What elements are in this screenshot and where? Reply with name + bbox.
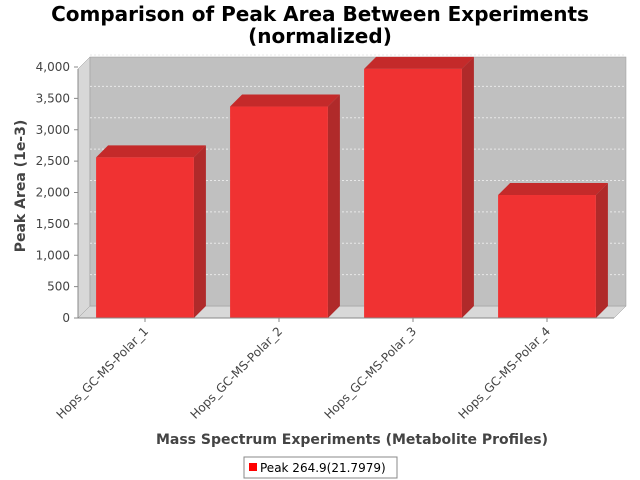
bar-front-face <box>96 157 194 318</box>
chart-title-line1: Comparison of Peak Area Between Experime… <box>51 2 589 26</box>
y-tick-label: 3,000 <box>36 123 70 137</box>
y-tick-label: 1,500 <box>36 217 70 231</box>
bar-top-face <box>364 56 474 69</box>
bar-side-face <box>461 56 474 318</box>
bar <box>230 94 340 318</box>
y-tick-label: 4,000 <box>36 60 70 74</box>
x-tick-label: Hops_GC-MS-Polar_2 <box>188 324 286 422</box>
x-axis-label: Mass Spectrum Experiments (Metabolite Pr… <box>156 432 548 448</box>
y-tick-label: 1,000 <box>36 248 70 262</box>
bar-top-face <box>96 145 206 158</box>
bar <box>498 183 608 318</box>
legend-label: Peak 264.9(21.7979) <box>260 461 386 475</box>
y-tick-label: 0 <box>62 311 70 325</box>
legend: Peak 264.9(21.7979) <box>243 456 398 479</box>
bar-front-face <box>498 195 596 318</box>
chart-title-line2: (normalized) <box>248 24 392 48</box>
bar-front-face <box>364 68 462 318</box>
y-tick-label: 500 <box>47 280 70 294</box>
bars <box>96 56 608 318</box>
legend-box <box>243 456 398 479</box>
x-tick-label: Hops_GC-MS-Polar_4 <box>456 324 554 422</box>
y-tick-label: 2,000 <box>36 186 70 200</box>
bar-top-face <box>498 183 608 196</box>
bar-front-face <box>230 106 328 318</box>
y-tick-label: 3,500 <box>36 91 70 105</box>
y-axis-label: Peak Area (1e-3) <box>13 120 29 253</box>
bar <box>364 56 474 318</box>
bar <box>96 145 206 318</box>
bar-side-face <box>193 145 206 318</box>
bar-side-face <box>327 94 340 318</box>
x-tick-label: Hops_GC-MS-Polar_3 <box>322 324 420 422</box>
bar-side-face <box>595 183 608 318</box>
legend-swatch <box>249 463 257 471</box>
x-tick-label: Hops_GC-MS-Polar_1 <box>54 324 152 422</box>
y-axis: 0 500 1,000 1,500 2,000 2,500 3,000 3,500 4,000 <box>36 60 79 325</box>
x-axis: Hops_GC-MS-Polar_1 Hops_GC-MS-Polar_2 Hops… <box>54 317 614 422</box>
plot-left-wall <box>77 56 91 319</box>
bar-top-face <box>230 94 340 107</box>
y-tick-label: 2,500 <box>36 154 70 168</box>
